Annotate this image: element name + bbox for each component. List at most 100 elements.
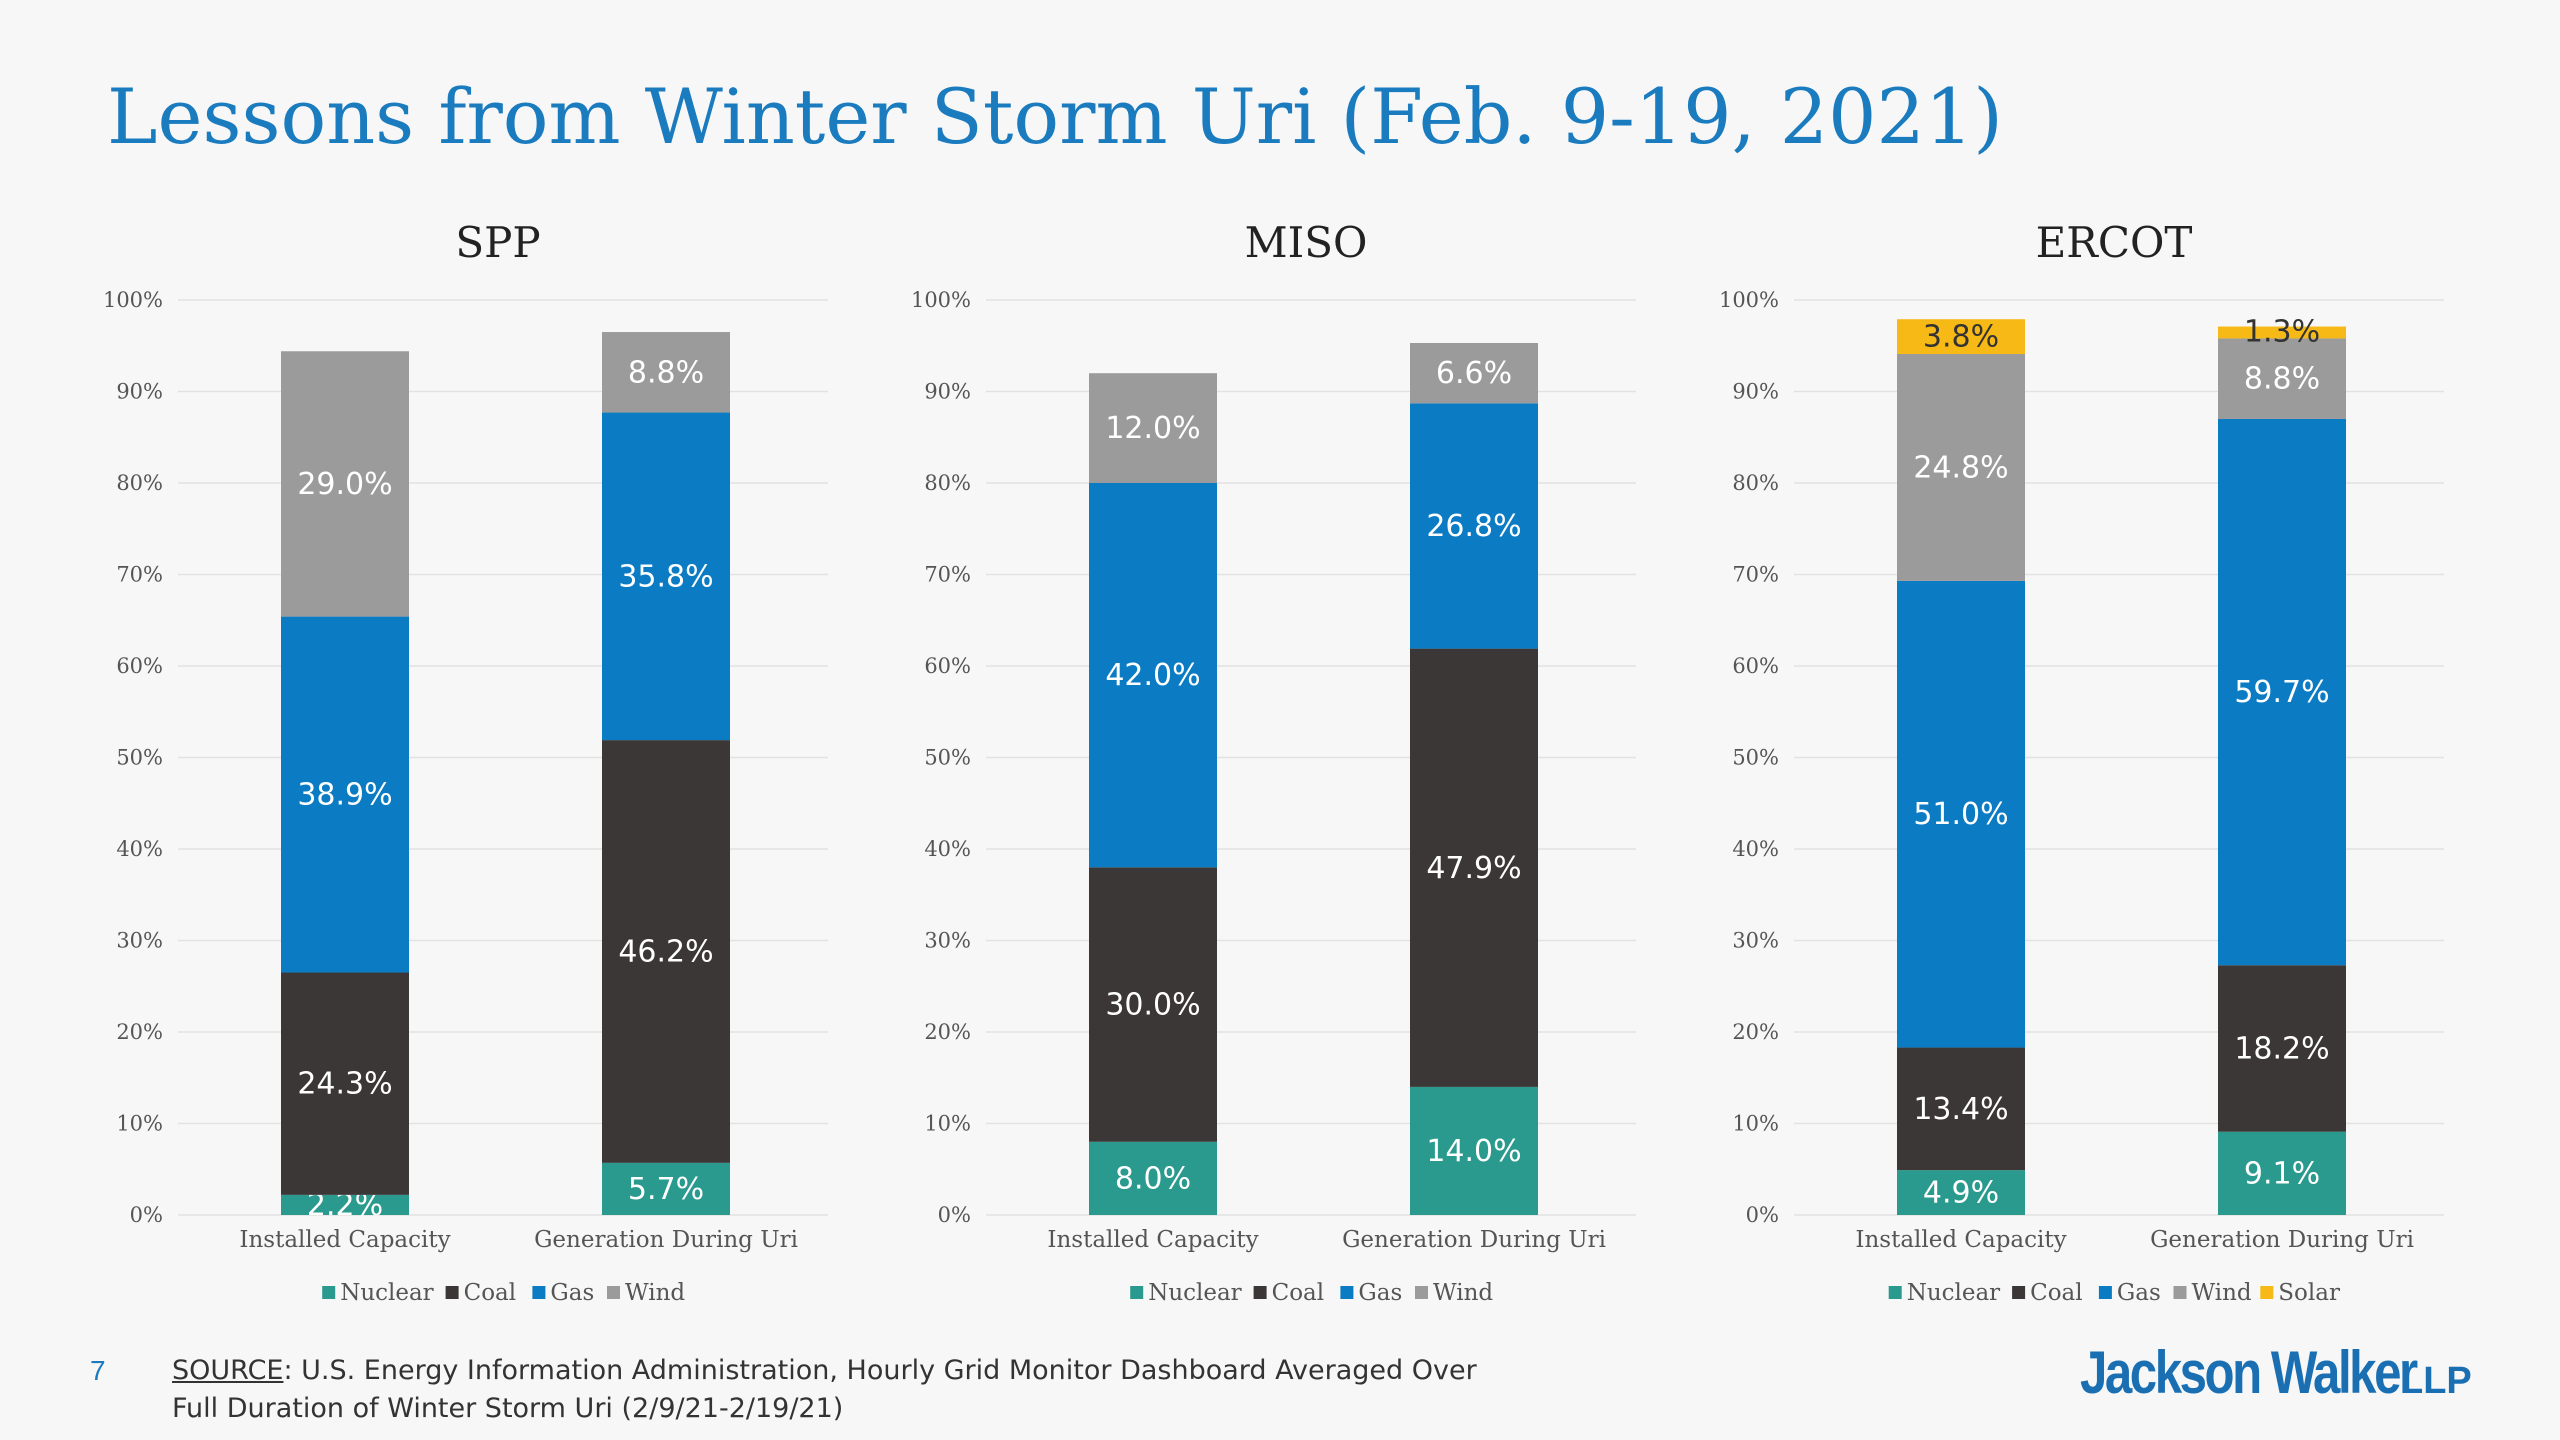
y-tick-label: 80%	[1732, 471, 1779, 495]
legend-swatch-nuclear	[322, 1286, 336, 1299]
category-label: Installed Capacity	[1047, 1227, 1258, 1253]
legend-swatch-coal	[2012, 1286, 2026, 1299]
legend-label-wind: Wind	[1433, 1280, 1493, 1306]
bar-nuclear-installed-capacity	[1089, 1141, 1217, 1215]
data-label-wind: 8.8%	[628, 355, 704, 390]
source-label: SOURCE	[172, 1355, 284, 1386]
y-tick-label: 60%	[1732, 654, 1779, 678]
legend-label-solar: Solar	[2278, 1280, 2340, 1306]
bar-nuclear-installed-capacity	[1897, 1170, 2025, 1215]
y-tick-label: 40%	[1732, 837, 1779, 861]
legend-label-gas: Gas	[1358, 1280, 1402, 1306]
data-label-nuclear: 9.1%	[2244, 1156, 2320, 1191]
legend: Nuclear Coal Gas Wind Solar	[1888, 1280, 2340, 1306]
bar-nuclear-generation-during-uri	[602, 1162, 730, 1215]
bar-coal-installed-capacity	[1897, 1047, 2025, 1171]
category-label: Generation During Uri	[2150, 1227, 2414, 1253]
bar-wind-installed-capacity	[1897, 353, 2025, 581]
y-tick-label: 80%	[116, 471, 163, 495]
source-line-1: SOURCE: U.S. Energy Information Administ…	[172, 1352, 1477, 1390]
bar-solar-installed-capacity	[1897, 319, 2025, 354]
y-tick-label: 90%	[116, 380, 163, 404]
bar-gas-installed-capacity	[281, 616, 409, 973]
bar-coal-installed-capacity	[1089, 867, 1217, 1142]
y-tick-label: 0%	[1746, 1203, 1779, 1227]
data-label-gas: 51.0%	[1913, 797, 2008, 832]
bar-nuclear-generation-during-uri	[1410, 1086, 1538, 1215]
data-label-coal: 18.2%	[2234, 1031, 2329, 1066]
data-label-gas: 35.8%	[618, 559, 713, 594]
category-label: Installed Capacity	[1855, 1227, 2066, 1253]
legend: Nuclear Coal Gas Wind	[322, 1280, 685, 1306]
y-tick-label: 100%	[911, 288, 971, 312]
data-label-wind: 24.8%	[1913, 450, 2008, 485]
data-label-wind: 29.0%	[297, 467, 392, 502]
bar-gas-installed-capacity	[1089, 483, 1217, 868]
y-tick-label: 70%	[1732, 563, 1779, 587]
data-label-gas: 38.9%	[297, 778, 392, 813]
y-tick-label: 10%	[1732, 1112, 1779, 1136]
jackson-walker-logo: Jackson Walker LLP	[2080, 1338, 2489, 1407]
slide-title: Lessons from Winter Storm Uri (Feb. 9-19…	[107, 72, 2003, 161]
data-label-nuclear: 8.0%	[1115, 1161, 1191, 1196]
category-label: Generation During Uri	[534, 1227, 798, 1253]
data-label-gas: 26.8%	[1426, 509, 1521, 544]
legend-swatch-wind	[2173, 1286, 2187, 1299]
legend-label-wind: Wind	[2192, 1280, 2252, 1306]
legend-swatch-gas	[2098, 1286, 2112, 1299]
chart-miso: MISO 0% 10% 20% 30% 40% 50% 60% 70% 80% 90% 100% 8.0…	[911, 218, 1636, 1306]
chart-title: MISO	[1245, 218, 1368, 267]
data-label-coal: 13.4%	[1913, 1092, 2008, 1127]
bar-wind-generation-during-uri	[1410, 343, 1538, 404]
page-number: 7	[90, 1355, 106, 1386]
legend: Nuclear Coal Gas Wind	[1130, 1280, 1493, 1306]
bar-gas-generation-during-uri	[2218, 418, 2346, 966]
legend-label-wind: Wind	[625, 1280, 685, 1306]
legend-swatch-coal	[1253, 1286, 1267, 1299]
legend-swatch-nuclear	[1888, 1286, 1902, 1299]
y-tick-label: 40%	[924, 837, 971, 861]
y-tick-label: 60%	[924, 654, 971, 678]
legend-swatch-wind	[607, 1286, 620, 1299]
bar-coal-installed-capacity	[281, 972, 409, 1195]
legend-label-gas: Gas	[550, 1280, 594, 1306]
y-tick-label: 90%	[1732, 380, 1779, 404]
legend-label-coal: Coal	[464, 1280, 517, 1306]
bar-wind-installed-capacity	[1089, 373, 1217, 483]
y-tick-label: 70%	[116, 563, 163, 587]
legend-swatch-solar	[2260, 1286, 2274, 1299]
legend-label-nuclear: Nuclear	[1907, 1280, 2001, 1306]
category-label: Installed Capacity	[239, 1227, 450, 1253]
legend-label-coal: Coal	[2030, 1280, 2083, 1306]
legend-swatch-wind	[1415, 1286, 1428, 1299]
source-text-2: Full Duration of Winter Storm Uri (2/9/2…	[172, 1393, 844, 1424]
legend-label-gas: Gas	[2117, 1280, 2161, 1306]
y-tick-label: 20%	[924, 1020, 971, 1044]
legend-swatch-gas	[532, 1286, 546, 1299]
y-tick-label: 100%	[103, 288, 163, 312]
bar-nuclear-generation-during-uri	[2218, 1131, 2346, 1215]
bar-nuclear-installed-capacity	[281, 1194, 409, 1215]
data-label-coal: 30.0%	[1105, 988, 1200, 1023]
bar-coal-generation-during-uri	[1410, 648, 1538, 1087]
data-label-solar: 3.8%	[1923, 320, 1999, 355]
legend-label-coal: Coal	[1272, 1280, 1325, 1306]
legend-swatch-nuclear	[1130, 1286, 1144, 1299]
y-tick-label: 0%	[938, 1203, 971, 1227]
data-label-wind: 8.8%	[2244, 362, 2320, 397]
chart-title: ERCOT	[2036, 218, 2193, 267]
chart-spp: SPP0%10%20%30%40%50%60%70%80%90%100%2.2%…	[103, 218, 828, 1306]
y-tick-label: 30%	[924, 929, 971, 953]
y-tick-label: 50%	[116, 746, 163, 770]
bar-gas-installed-capacity	[1897, 580, 2025, 1048]
y-tick-label: 80%	[924, 471, 971, 495]
data-label-nuclear: 5.7%	[628, 1172, 704, 1207]
data-label-coal: 24.3%	[297, 1067, 392, 1102]
y-tick-label: 20%	[116, 1020, 163, 1044]
y-tick-label: 60%	[116, 654, 163, 678]
bar-gas-generation-during-uri	[1410, 403, 1538, 649]
data-label-nuclear: 4.9%	[1923, 1176, 1999, 1211]
y-tick-label: 100%	[1719, 288, 1779, 312]
category-label: Generation During Uri	[1342, 1227, 1606, 1253]
source-note: SOURCE: U.S. Energy Information Administ…	[172, 1352, 1477, 1428]
